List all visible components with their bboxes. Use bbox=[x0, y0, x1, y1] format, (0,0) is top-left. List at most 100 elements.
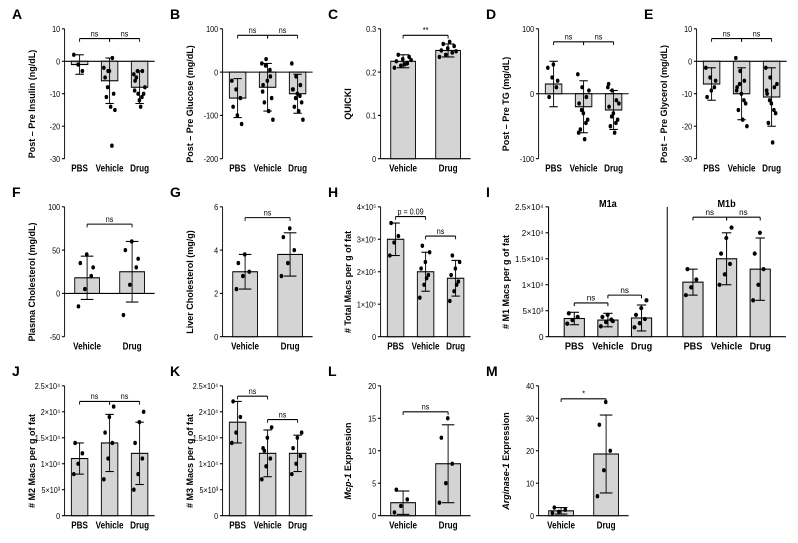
chart-svg: -50050100VehicleDrugns bbox=[34, 196, 160, 358]
svg-text:15: 15 bbox=[368, 414, 377, 424]
svg-text:PBS: PBS bbox=[229, 520, 246, 531]
panel-A: A Post – Pre Insulin (ng/dL)-30-20-10010P… bbox=[4, 4, 162, 182]
plot-area: Post – Pre Glycerol (mg/dL)-30-20-10010P… bbox=[666, 18, 792, 180]
plot-area: Plasma Cholesterol (mg/dL)-50050100Vehic… bbox=[34, 196, 160, 358]
panel-letter: F bbox=[12, 184, 21, 200]
svg-text:PBS: PBS bbox=[684, 341, 703, 352]
chart-svg: -1000100PBSVehicleDrugnsns bbox=[508, 18, 634, 180]
svg-text:1×10⁴: 1×10⁴ bbox=[522, 280, 544, 290]
panel-K: K # M3 Macs per g of fat05×10³1×10⁴1.5×10… bbox=[162, 361, 320, 539]
svg-text:1.5×10⁴: 1.5×10⁴ bbox=[515, 254, 544, 264]
svg-text:ns: ns bbox=[264, 208, 272, 218]
chart-svg: -30-20-10010PBSVehicleDrugnsns bbox=[34, 18, 160, 180]
panel-letter: J bbox=[12, 363, 20, 379]
chart-svg: 05×10³1×10⁴1.5×10⁴2×10⁴2.5×10⁴PBSVehicle… bbox=[34, 375, 160, 537]
svg-text:4: 4 bbox=[214, 246, 219, 256]
svg-text:ns: ns bbox=[249, 26, 257, 36]
y-axis-label: QUICKI bbox=[343, 88, 353, 120]
svg-text:-100: -100 bbox=[520, 154, 535, 164]
panel-G: GLiver Cholesterol (mg/g)0246VehicleDrug… bbox=[162, 182, 320, 360]
plot-area: Liver Cholesterol (mg/g)0246VehicleDrugn… bbox=[192, 196, 318, 358]
panel-letter: L bbox=[328, 363, 337, 379]
svg-text:Drug: Drug bbox=[762, 163, 781, 174]
svg-text:0: 0 bbox=[56, 57, 61, 67]
svg-text:PBS: PBS bbox=[387, 341, 404, 352]
svg-text:0.3: 0.3 bbox=[366, 24, 377, 34]
svg-text:PBS: PBS bbox=[71, 163, 88, 174]
chart-svg: 010203040VehicleDrug* bbox=[508, 375, 634, 537]
y-axis-label: # Total Macs per g of fat bbox=[343, 231, 353, 333]
svg-text:2.5×10⁴: 2.5×10⁴ bbox=[515, 202, 544, 212]
svg-text:ns: ns bbox=[422, 402, 430, 412]
svg-text:Drug: Drug bbox=[288, 520, 307, 531]
svg-text:Drug: Drug bbox=[288, 163, 307, 174]
svg-text:1.5×10⁴: 1.5×10⁴ bbox=[35, 433, 61, 443]
panel-H: H# Total Macs per g of fat01×10⁵2×10⁵3×1… bbox=[320, 182, 478, 360]
panel-letter: K bbox=[170, 363, 180, 379]
svg-text:ns: ns bbox=[106, 215, 114, 225]
plot-area: Post – Pre Insulin (ng/dL)-30-20-10010PB… bbox=[34, 18, 160, 180]
svg-text:20: 20 bbox=[368, 381, 377, 391]
svg-text:**: ** bbox=[423, 26, 429, 36]
svg-text:ns: ns bbox=[723, 29, 731, 39]
y-axis-label: # M2 Macs per g of fat bbox=[27, 414, 37, 508]
svg-text:2×10⁴: 2×10⁴ bbox=[522, 228, 544, 238]
svg-text:Drug: Drug bbox=[604, 163, 623, 174]
svg-text:Drug: Drug bbox=[439, 163, 458, 174]
svg-text:Vehicle: Vehicle bbox=[73, 341, 101, 352]
svg-text:M1a: M1a bbox=[599, 198, 617, 209]
svg-text:30: 30 bbox=[526, 414, 535, 424]
svg-text:Vehicle: Vehicle bbox=[728, 163, 756, 174]
svg-text:100: 100 bbox=[522, 24, 535, 34]
panel-letter: A bbox=[12, 6, 22, 22]
svg-text:Vehicle: Vehicle bbox=[96, 163, 124, 174]
svg-text:2×10⁵: 2×10⁵ bbox=[357, 268, 376, 278]
svg-text:PBS: PBS bbox=[229, 163, 246, 174]
y-axis-label: Post – Pre TG (mg/dL) bbox=[501, 57, 511, 152]
plot-area: Post – Pre Glucose (mg/dL)-200-1000100PB… bbox=[192, 18, 318, 180]
y-axis-label: Plasma Cholesterol (mg/dL) bbox=[27, 223, 37, 342]
plot-area: QUICKI00.10.20.3VehicleDrug** bbox=[350, 18, 476, 180]
plot-area: # M3 Macs per g of fat05×10³1×10⁴1.5×10⁴… bbox=[192, 375, 318, 537]
svg-text:4×10⁵: 4×10⁵ bbox=[357, 203, 376, 213]
svg-text:ns: ns bbox=[620, 285, 629, 295]
svg-text:PBS: PBS bbox=[71, 520, 88, 531]
svg-text:ns: ns bbox=[279, 26, 287, 36]
svg-text:ns: ns bbox=[595, 32, 603, 42]
svg-text:2.5×10⁴: 2.5×10⁴ bbox=[35, 381, 61, 391]
svg-text:1×10⁴: 1×10⁴ bbox=[41, 459, 61, 469]
panel-C: CQUICKI00.10.20.3VehicleDrug** bbox=[320, 4, 478, 182]
svg-text:ns: ns bbox=[249, 386, 257, 396]
figure-grid: A Post – Pre Insulin (ng/dL)-30-20-10010P… bbox=[0, 0, 798, 543]
svg-text:ns: ns bbox=[587, 293, 596, 303]
svg-text:PBS: PBS bbox=[703, 163, 720, 174]
y-axis-label: Post – Pre Glycerol (mg/dL) bbox=[659, 45, 669, 163]
svg-text:1×10⁵: 1×10⁵ bbox=[357, 300, 376, 310]
svg-text:3×10⁵: 3×10⁵ bbox=[357, 235, 376, 245]
chart-svg: 00.10.20.3VehicleDrug** bbox=[350, 18, 476, 180]
svg-text:-30: -30 bbox=[682, 154, 693, 164]
svg-text:0: 0 bbox=[56, 289, 61, 299]
svg-text:0: 0 bbox=[372, 511, 377, 521]
svg-text:-30: -30 bbox=[50, 154, 61, 164]
svg-text:M1b: M1b bbox=[717, 198, 735, 209]
panel-B: BPost – Pre Glucose (mg/dL)-200-1000100P… bbox=[162, 4, 320, 182]
svg-text:20: 20 bbox=[526, 446, 535, 456]
svg-text:Drug: Drug bbox=[130, 520, 149, 531]
svg-text:Drug: Drug bbox=[130, 163, 149, 174]
svg-text:0: 0 bbox=[530, 511, 535, 521]
svg-text:-200: -200 bbox=[204, 154, 219, 164]
svg-text:5: 5 bbox=[372, 479, 377, 489]
y-axis-label: # M1 Macs per g of fat bbox=[501, 235, 511, 329]
svg-text:50: 50 bbox=[52, 246, 61, 256]
panel-letter: D bbox=[486, 6, 496, 22]
svg-text:10: 10 bbox=[368, 446, 377, 456]
plot-area: # Total Macs per g of fat01×10⁵2×10⁵3×10… bbox=[350, 196, 476, 358]
svg-text:ns: ns bbox=[437, 227, 445, 237]
svg-text:ns: ns bbox=[753, 29, 761, 39]
plot-area: # M2 Macs per g of fat05×10³1×10⁴1.5×10⁴… bbox=[34, 375, 160, 537]
panel-I: I# M1 Macs per g of fat05×10³1×10⁴1.5×10… bbox=[478, 182, 794, 360]
svg-text:6: 6 bbox=[214, 203, 219, 213]
svg-text:0: 0 bbox=[530, 89, 535, 99]
panel-letter: C bbox=[328, 6, 338, 22]
